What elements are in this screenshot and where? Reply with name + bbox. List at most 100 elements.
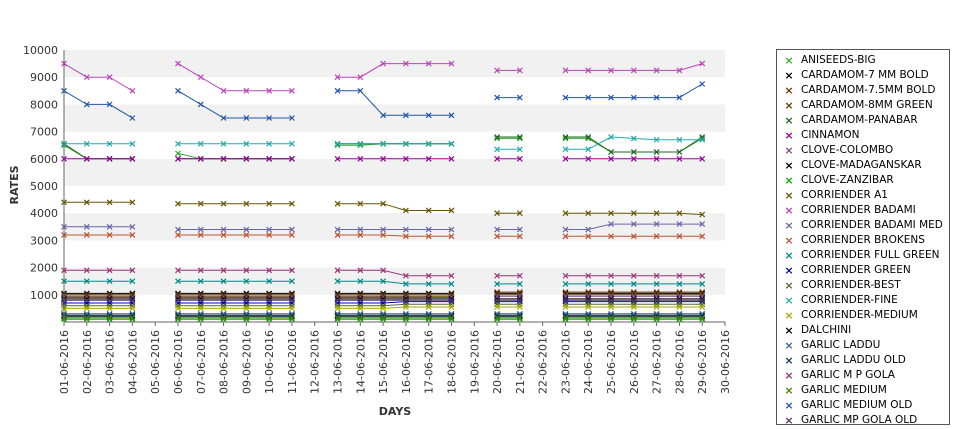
data-point xyxy=(494,297,500,304)
data-point xyxy=(334,232,341,238)
data-point xyxy=(630,94,637,101)
legend-label: CARDAMOM-7.5MM BOLD xyxy=(801,84,936,96)
data-point xyxy=(197,297,204,304)
legend-item: × CORRIENDER BADAMI xyxy=(777,203,949,218)
data-point xyxy=(289,267,295,274)
data-point xyxy=(289,200,295,207)
data-point xyxy=(380,226,387,233)
data-point xyxy=(653,272,660,279)
data-point xyxy=(220,87,227,94)
data-point xyxy=(608,67,614,74)
data-point xyxy=(448,207,455,214)
data-point xyxy=(83,232,90,238)
data-point xyxy=(197,200,204,207)
data-point xyxy=(357,140,364,147)
legend-label: CORRIENDER BADAMI xyxy=(801,204,916,216)
series-line xyxy=(64,303,703,307)
data-point xyxy=(220,278,227,285)
data-point xyxy=(425,314,432,321)
series-line xyxy=(63,63,703,92)
data-point xyxy=(494,233,500,240)
data-point xyxy=(357,74,364,81)
data-point xyxy=(448,155,455,162)
data-point xyxy=(106,199,113,206)
data-point xyxy=(83,155,90,162)
data-point xyxy=(630,67,637,74)
x-tick-label: 21-06-2016 xyxy=(514,330,527,394)
data-point xyxy=(175,305,181,312)
legend-item: × GARLIC MEDIUM OLD xyxy=(777,398,949,413)
legend-marker-icon: × xyxy=(784,249,794,262)
data-point xyxy=(83,267,90,274)
data-point xyxy=(494,134,500,140)
legend-label: CORRIENDER A1 xyxy=(801,189,888,201)
grid-band xyxy=(64,131,725,159)
data-point xyxy=(448,272,455,279)
data-point xyxy=(699,211,706,218)
series-group xyxy=(61,81,706,121)
legend-item: × CARDAMOM-7.5MM BOLD xyxy=(777,83,949,98)
data-point xyxy=(630,233,637,240)
data-point xyxy=(243,140,250,147)
data-point xyxy=(289,155,295,162)
data-point xyxy=(448,280,455,287)
data-point xyxy=(425,272,432,279)
legend-label: GARLIC M P GOLA xyxy=(801,369,895,381)
y-tick-label: 2000 xyxy=(30,262,58,275)
data-point xyxy=(357,267,364,274)
data-point xyxy=(608,272,614,279)
data-point xyxy=(608,304,614,310)
legend-marker-icon: × xyxy=(784,294,794,307)
data-point xyxy=(630,155,637,162)
data-point xyxy=(699,155,706,162)
legend-marker-icon: × xyxy=(784,69,794,82)
data-point xyxy=(83,140,90,147)
data-point xyxy=(630,210,637,217)
data-point xyxy=(402,155,409,162)
data-point xyxy=(425,297,432,304)
data-point xyxy=(289,314,295,321)
data-point xyxy=(220,305,227,312)
grid-band xyxy=(64,186,725,214)
y-tick-label: 8000 xyxy=(30,98,58,111)
data-point xyxy=(448,304,455,310)
legend-item: × CLOVE-MADAGANSKAR xyxy=(777,158,949,173)
legend-label: GARLIC MEDIUM OLD xyxy=(801,399,913,411)
legend-marker-icon: × xyxy=(784,324,794,337)
x-tick-label: 16-06-2016 xyxy=(400,330,413,394)
data-point xyxy=(334,267,341,274)
data-point xyxy=(653,280,660,287)
data-point xyxy=(608,233,614,240)
legend-item: × CORRIENDER-FINE xyxy=(777,293,949,308)
data-point xyxy=(516,210,523,217)
data-point xyxy=(129,87,136,94)
legend-label: CORRIENDER FULL GREEN xyxy=(801,249,940,261)
x-tick-label: 13-06-2016 xyxy=(332,330,345,394)
series-group xyxy=(61,297,706,304)
data-point xyxy=(608,155,614,162)
x-axis-title: DAYS xyxy=(379,405,412,418)
legend-marker-icon: × xyxy=(784,114,794,127)
x-tick-label: 17-06-2016 xyxy=(423,330,436,394)
series-line xyxy=(64,295,703,298)
legend-label: ANISEEDS-BIG xyxy=(801,54,876,66)
data-point xyxy=(653,155,660,162)
data-point xyxy=(289,115,295,121)
legend-label: CARDAMOM-8MM GREEN xyxy=(801,99,933,111)
data-point xyxy=(266,314,273,321)
data-point xyxy=(129,199,136,206)
data-point xyxy=(106,140,113,147)
data-point xyxy=(106,267,113,274)
data-point xyxy=(220,314,227,321)
data-point xyxy=(334,74,341,81)
series-line xyxy=(64,223,703,230)
data-point xyxy=(630,221,637,228)
data-point xyxy=(630,135,637,142)
data-point xyxy=(220,267,227,274)
data-point xyxy=(197,278,204,285)
x-tick-label: 08-06-2016 xyxy=(218,330,231,394)
y-tick-label: 10000 xyxy=(23,44,58,57)
x-tick-label: 24-06-2016 xyxy=(582,330,595,394)
x-tick-label: 02-06-2016 xyxy=(81,330,94,394)
data-point xyxy=(653,297,660,304)
